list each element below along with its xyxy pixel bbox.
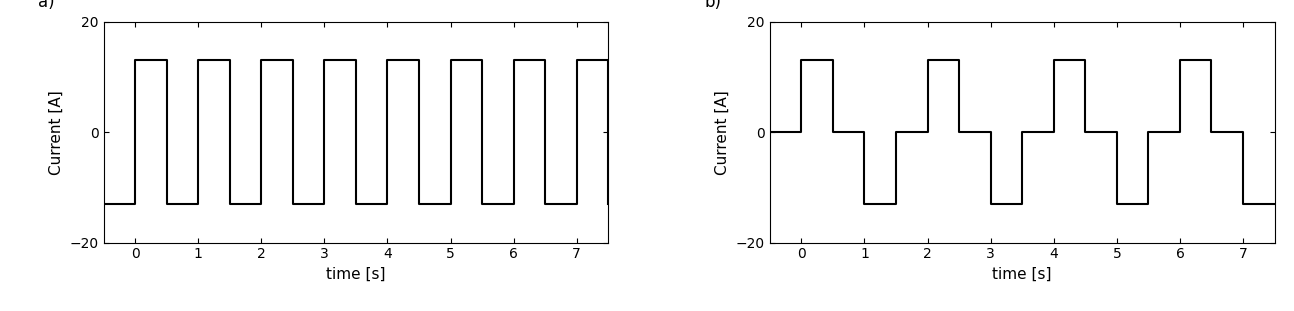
Y-axis label: Current [A]: Current [A] — [49, 90, 63, 174]
X-axis label: time [s]: time [s] — [992, 267, 1052, 282]
Y-axis label: Current [A]: Current [A] — [716, 90, 730, 174]
Text: a): a) — [38, 0, 54, 11]
X-axis label: time [s]: time [s] — [326, 267, 386, 282]
Text: b): b) — [704, 0, 721, 11]
